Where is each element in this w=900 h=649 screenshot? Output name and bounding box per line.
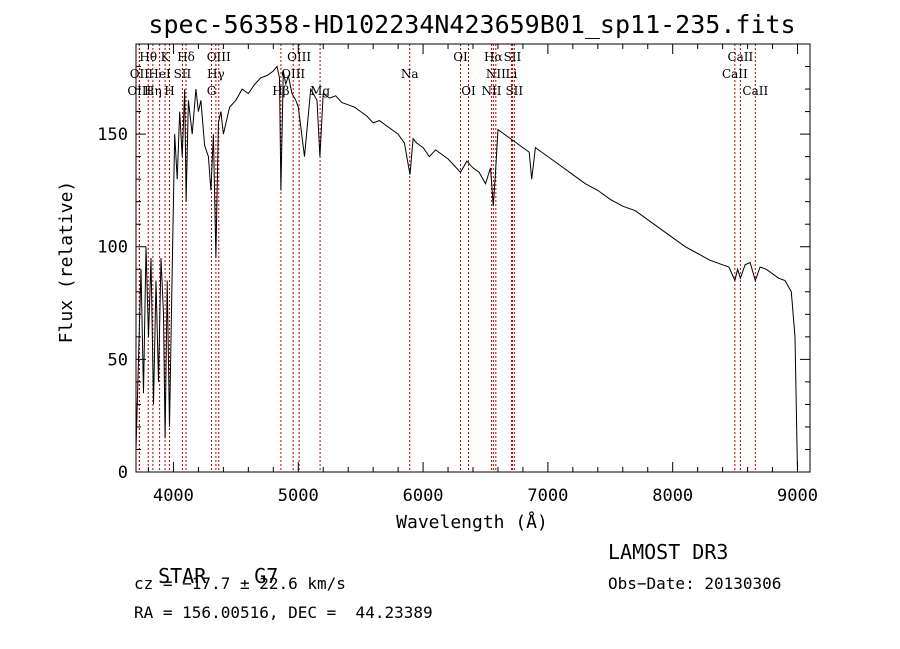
- spectral-line-label: HeI: [148, 67, 171, 81]
- spectral-line-label: Mg: [310, 84, 330, 98]
- object-class: STAR: [158, 564, 207, 588]
- x-axis-label: Wavelength (Å): [396, 511, 548, 533]
- x-tick-label: 5000: [278, 486, 319, 506]
- spectral-line-label: OIII: [281, 67, 305, 81]
- spectral-line-label: Hη: [144, 84, 162, 98]
- obs-date-label: Obs−Date: 20130306: [608, 574, 782, 593]
- velocity-label: cz = −17.7 ± 22.6 km/s: [134, 574, 346, 593]
- spectral-line-label: OII: [130, 67, 150, 81]
- spectral-line-label: SII: [505, 84, 523, 98]
- spectral-line-label: Hθ: [139, 50, 157, 64]
- spectral-line-label: NII: [486, 67, 506, 81]
- x-tick-label: 9000: [777, 486, 818, 506]
- spectrum-line: [135, 65, 798, 473]
- spectral-line-label: OI: [453, 50, 468, 64]
- spectral-line-label: OIII: [127, 84, 151, 98]
- spectral-line-label: CaII: [742, 84, 768, 98]
- x-tick-label: 4000: [153, 486, 194, 506]
- x-tick-label: 6000: [403, 486, 444, 506]
- y-tick-label: 0: [118, 463, 128, 483]
- spectral-line-label: OI: [461, 84, 476, 98]
- x-tick-label: 7000: [527, 486, 568, 506]
- spectral-line-label: Li: [506, 67, 518, 81]
- x-tick-label: 8000: [652, 486, 693, 506]
- y-tick-label: 150: [97, 125, 128, 145]
- spectral-line-label: OIII: [207, 50, 231, 64]
- plot-frame: [135, 43, 811, 473]
- y-tick-label: 50: [108, 350, 128, 370]
- spectral-line-label: NII: [481, 84, 501, 98]
- spectral-line-label: CaII: [727, 50, 753, 64]
- spectral-line-label: Hγ: [207, 67, 225, 81]
- spectral-line-label: SII: [174, 67, 192, 81]
- survey-label: LAMOST DR3: [608, 540, 729, 564]
- spectral-line-label: Hα: [484, 50, 503, 64]
- spectral-line-label: Hδ: [177, 50, 195, 64]
- y-axis: 0 50 100 150: [97, 66, 810, 483]
- y-tick-label: 100: [97, 238, 128, 258]
- spectral-line-label: Hβ: [272, 84, 289, 98]
- coordinates-label: RA = 156.00516, DEC = 44.23389: [134, 603, 433, 622]
- y-axis-label: Flux (relative): [56, 181, 77, 344]
- spectral-line-markers: [138, 44, 756, 472]
- spectral-line-label: SII: [504, 50, 522, 64]
- spectral-line-label: OIII: [287, 50, 311, 64]
- subclass: G7: [254, 564, 279, 588]
- spectral-line-label: H: [164, 84, 174, 98]
- spectral-line-label: G: [207, 84, 217, 98]
- x-axis: 4000 5000 6000 7000 8000 9000: [147, 44, 818, 506]
- spectral-line-label: K: [161, 50, 171, 64]
- chart-title: spec-56358-HD102234N423659B01_sp11-235.f…: [148, 10, 795, 39]
- spectral-line-label: CaII: [722, 67, 748, 81]
- spectral-line-label: Na: [401, 67, 419, 81]
